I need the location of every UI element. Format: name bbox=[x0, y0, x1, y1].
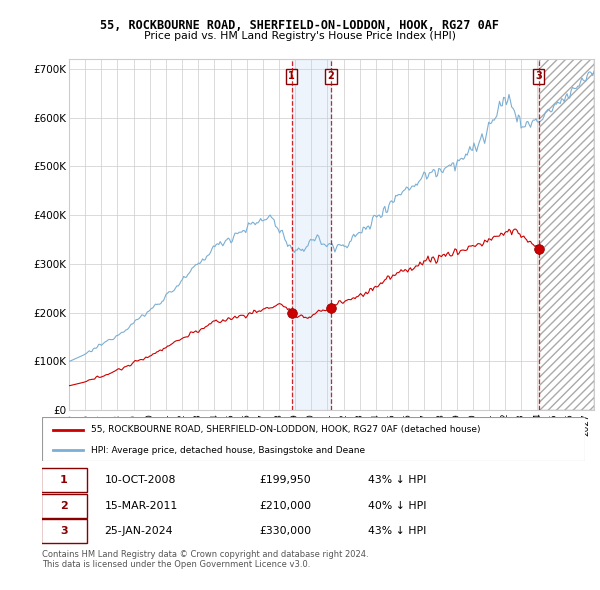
Text: 3: 3 bbox=[535, 71, 542, 81]
Bar bbox=[539, 59, 594, 410]
FancyBboxPatch shape bbox=[42, 417, 585, 461]
Text: Contains HM Land Registry data © Crown copyright and database right 2024.
This d: Contains HM Land Registry data © Crown c… bbox=[42, 550, 368, 569]
Text: 10-OCT-2008: 10-OCT-2008 bbox=[104, 476, 176, 486]
Text: 15-MAR-2011: 15-MAR-2011 bbox=[104, 501, 178, 511]
FancyBboxPatch shape bbox=[41, 519, 87, 543]
Text: 1: 1 bbox=[288, 71, 295, 81]
Text: £199,950: £199,950 bbox=[259, 476, 311, 486]
Text: 1: 1 bbox=[60, 476, 68, 486]
Text: 2: 2 bbox=[328, 71, 334, 81]
Text: £330,000: £330,000 bbox=[259, 526, 311, 536]
Text: £210,000: £210,000 bbox=[259, 501, 311, 511]
Text: 55, ROCKBOURNE ROAD, SHERFIELD-ON-LODDON, HOOK, RG27 0AF (detached house): 55, ROCKBOURNE ROAD, SHERFIELD-ON-LODDON… bbox=[91, 425, 481, 434]
Text: 3: 3 bbox=[60, 526, 68, 536]
Text: 55, ROCKBOURNE ROAD, SHERFIELD-ON-LODDON, HOOK, RG27 0AF: 55, ROCKBOURNE ROAD, SHERFIELD-ON-LODDON… bbox=[101, 19, 499, 32]
Text: 25-JAN-2024: 25-JAN-2024 bbox=[104, 526, 173, 536]
FancyBboxPatch shape bbox=[41, 494, 87, 518]
Text: 43% ↓ HPI: 43% ↓ HPI bbox=[368, 526, 426, 536]
Text: 40% ↓ HPI: 40% ↓ HPI bbox=[368, 501, 426, 511]
Text: HPI: Average price, detached house, Basingstoke and Deane: HPI: Average price, detached house, Basi… bbox=[91, 446, 365, 455]
Bar bbox=[292, 59, 331, 410]
FancyBboxPatch shape bbox=[41, 468, 87, 493]
Text: 2: 2 bbox=[60, 501, 68, 511]
Text: 43% ↓ HPI: 43% ↓ HPI bbox=[368, 476, 426, 486]
Text: Price paid vs. HM Land Registry's House Price Index (HPI): Price paid vs. HM Land Registry's House … bbox=[144, 31, 456, 41]
